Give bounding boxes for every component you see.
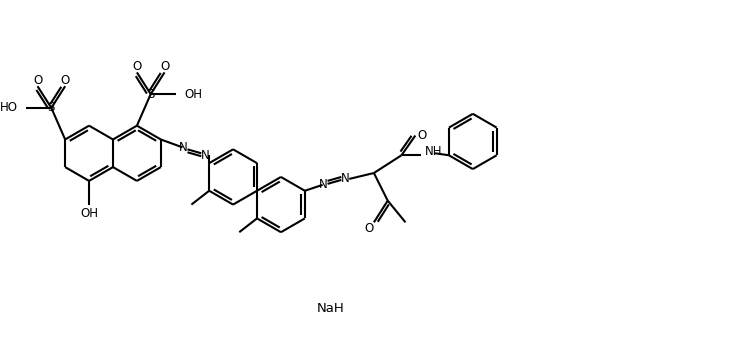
Text: OH: OH: [80, 207, 98, 220]
Text: O: O: [61, 74, 70, 87]
Text: N: N: [179, 141, 188, 154]
Text: N: N: [320, 179, 328, 191]
Text: S: S: [147, 88, 154, 101]
Text: NH: NH: [425, 145, 442, 158]
Text: S: S: [48, 101, 55, 114]
Text: OH: OH: [184, 88, 202, 101]
Text: O: O: [132, 60, 142, 73]
Text: O: O: [418, 129, 427, 142]
Text: NaH: NaH: [317, 302, 345, 315]
Text: N: N: [341, 172, 350, 185]
Text: O: O: [364, 222, 374, 235]
Text: N: N: [201, 149, 209, 162]
Text: HO: HO: [0, 101, 18, 114]
Text: O: O: [33, 74, 42, 87]
Text: O: O: [160, 60, 170, 73]
